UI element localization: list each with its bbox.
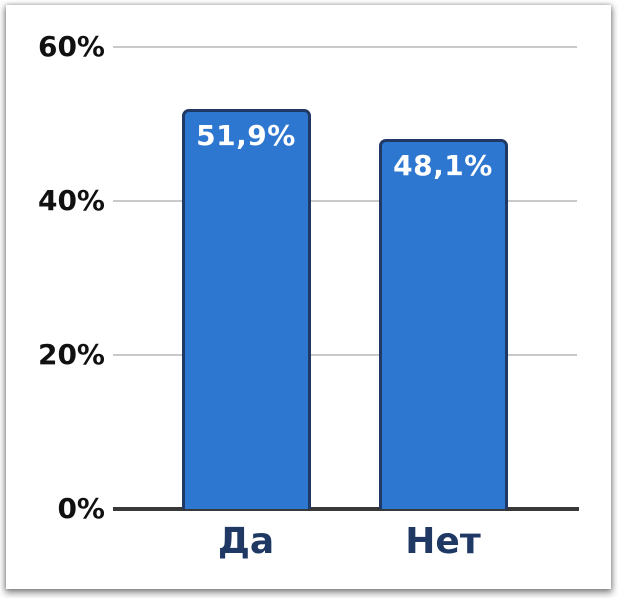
bar-value-label: 51,9% xyxy=(196,119,296,153)
gridline-40% xyxy=(113,200,577,202)
bar-value-label: 48,1% xyxy=(393,148,493,182)
x-category-label: Да xyxy=(217,521,275,562)
y-tick-label: 20% xyxy=(37,338,105,371)
x-category-label: Нет xyxy=(405,521,481,562)
gridline-60% xyxy=(113,46,577,48)
y-tick-label: 40% xyxy=(37,184,105,217)
y-tick-label: 0% xyxy=(57,492,105,525)
bar-Нет: 48,1% xyxy=(378,138,508,509)
bar-Да: 51,9% xyxy=(181,109,311,509)
gridline-20% xyxy=(113,354,577,356)
x-axis-line xyxy=(113,507,579,511)
y-tick-label: 60% xyxy=(37,30,105,63)
